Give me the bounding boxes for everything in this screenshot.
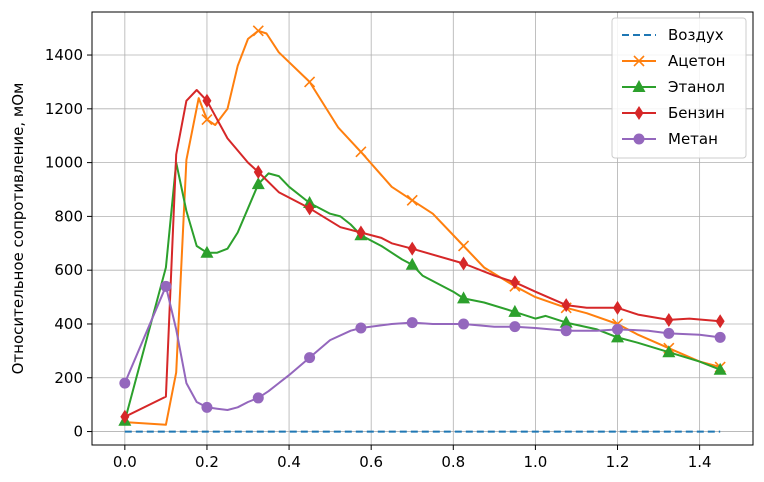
legend-item: Этанол bbox=[622, 78, 725, 96]
data-point bbox=[356, 225, 366, 240]
x-tick-label: 0.2 bbox=[195, 453, 219, 471]
x-tick-label: 0.4 bbox=[277, 453, 301, 471]
data-point bbox=[201, 401, 213, 413]
data-point bbox=[561, 298, 571, 313]
legend-marker bbox=[632, 80, 646, 92]
data-point bbox=[508, 304, 522, 317]
y-tick-label: 800 bbox=[54, 207, 83, 225]
data-point bbox=[304, 352, 316, 364]
data-point bbox=[120, 409, 130, 424]
legend-item: Бензин bbox=[622, 104, 725, 122]
data-point bbox=[510, 275, 520, 290]
series-4 bbox=[119, 280, 726, 413]
x-tick-label: 1.2 bbox=[606, 453, 630, 471]
data-point bbox=[664, 312, 674, 327]
data-point bbox=[559, 315, 573, 328]
x-tick-label: 0.6 bbox=[359, 453, 383, 471]
data-point bbox=[305, 201, 315, 216]
series-3 bbox=[120, 89, 725, 424]
legend-label: Бензин bbox=[668, 104, 725, 122]
data-point bbox=[459, 256, 469, 271]
data-point bbox=[713, 362, 727, 375]
legend-label: Метан bbox=[668, 130, 718, 148]
data-point bbox=[201, 114, 213, 126]
series-line bbox=[124, 89, 721, 418]
data-point bbox=[509, 321, 521, 333]
data-point bbox=[253, 165, 263, 180]
data-point bbox=[612, 323, 624, 335]
x-tick-label: 1.0 bbox=[523, 453, 547, 471]
data-point bbox=[405, 257, 419, 270]
series-layer bbox=[118, 25, 727, 433]
legend-item: Воздух bbox=[622, 26, 724, 44]
x-tick-label: 0.0 bbox=[113, 453, 137, 471]
y-tick-label: 1000 bbox=[45, 154, 83, 172]
legend-label: Воздух bbox=[668, 26, 724, 44]
y-axis-label: Относительное сопротивление, мОм bbox=[9, 83, 27, 375]
data-point bbox=[202, 93, 212, 108]
data-point bbox=[663, 327, 675, 339]
legend-marker bbox=[634, 106, 644, 120]
data-point bbox=[252, 392, 264, 404]
series-2 bbox=[118, 161, 727, 426]
series-line bbox=[124, 29, 721, 426]
legend-marker bbox=[633, 133, 645, 145]
plot-frame bbox=[91, 11, 754, 446]
data-point bbox=[304, 76, 316, 88]
legend-label: Этанол bbox=[668, 78, 725, 96]
data-point bbox=[119, 377, 131, 389]
y-tick-label: 600 bbox=[54, 261, 83, 279]
grid bbox=[92, 12, 753, 445]
data-point bbox=[355, 146, 367, 158]
series-line bbox=[123, 161, 721, 422]
y-tick-label: 400 bbox=[54, 315, 83, 333]
legend-box bbox=[611, 17, 747, 159]
data-point bbox=[714, 331, 726, 343]
data-point bbox=[715, 314, 725, 329]
x-tick-label: 0.8 bbox=[441, 453, 465, 471]
y-tick-label: 0 bbox=[73, 423, 83, 441]
legend: Воздух Ацетон Этанол Бензин Метан bbox=[611, 17, 747, 159]
data-point bbox=[611, 330, 625, 343]
y-tick-label: 1200 bbox=[45, 100, 83, 118]
data-point bbox=[613, 300, 623, 315]
data-point bbox=[560, 325, 572, 337]
series-line bbox=[123, 285, 721, 411]
data-point bbox=[252, 25, 264, 37]
axis-ticks: 0.0 0.2 0.4 0.6 0.8 1.0 1.2 1.4 0 200 400 600 800 100… bbox=[45, 46, 712, 471]
data-point bbox=[457, 240, 470, 252]
data-point bbox=[251, 177, 265, 190]
y-tick-label: 200 bbox=[54, 369, 83, 387]
data-point bbox=[200, 245, 214, 258]
data-point bbox=[458, 318, 470, 330]
data-point bbox=[662, 345, 676, 358]
legend-marker bbox=[633, 55, 645, 67]
legend-item: Ацетон bbox=[622, 52, 725, 70]
data-point bbox=[457, 291, 471, 304]
data-point bbox=[160, 280, 172, 292]
data-point bbox=[406, 194, 418, 206]
x-tick-label: 1.4 bbox=[688, 453, 712, 471]
legend-item: Метан bbox=[622, 130, 718, 148]
data-point bbox=[406, 317, 418, 329]
legend-label: Ацетон bbox=[668, 52, 725, 70]
data-point bbox=[355, 322, 367, 334]
y-tick-label: 1400 bbox=[45, 46, 83, 64]
data-point bbox=[407, 241, 417, 256]
